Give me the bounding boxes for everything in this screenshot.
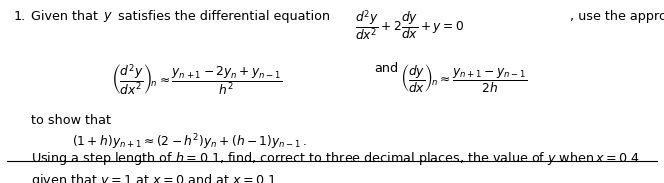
Text: $y$: $y$	[103, 10, 113, 24]
Text: given that $y=1$ at $x=0$ and at $x=0.1$: given that $y=1$ at $x=0$ and at $x=0.1$	[31, 172, 278, 183]
Text: Given that: Given that	[31, 10, 102, 23]
Text: $\left(\dfrac{dy}{dx}\right)_{\!n} \approx \dfrac{y_{n+1}-y_{n-1}}{2h}$: $\left(\dfrac{dy}{dx}\right)_{\!n} \appr…	[400, 62, 528, 94]
Text: satisfies the differential equation: satisfies the differential equation	[114, 10, 334, 23]
Text: $\left(\dfrac{d^2y}{dx^2}\right)_{\!n} \approx \dfrac{y_{n+1}-2y_n+y_{n-1}}{h^2}: $\left(\dfrac{d^2y}{dx^2}\right)_{\!n} \…	[111, 62, 282, 96]
Text: , use the approximations: , use the approximations	[570, 10, 664, 23]
Text: $\dfrac{d^2y}{dx^2}+2\dfrac{dy}{dx}+y=0$: $\dfrac{d^2y}{dx^2}+2\dfrac{dy}{dx}+y=0$	[355, 8, 463, 43]
Text: $(1+h)y_{n+1} \approx (2-h^2)y_n+(h-1)y_{n-1}\,.$: $(1+h)y_{n+1} \approx (2-h^2)y_n+(h-1)y_…	[72, 133, 307, 152]
Text: Using a step length of $h=0.1$, find, correct to three decimal places, the value: Using a step length of $h=0.1$, find, co…	[31, 150, 641, 167]
Text: 1.: 1.	[13, 10, 25, 23]
Text: and: and	[374, 62, 398, 75]
Text: to show that: to show that	[31, 114, 112, 127]
